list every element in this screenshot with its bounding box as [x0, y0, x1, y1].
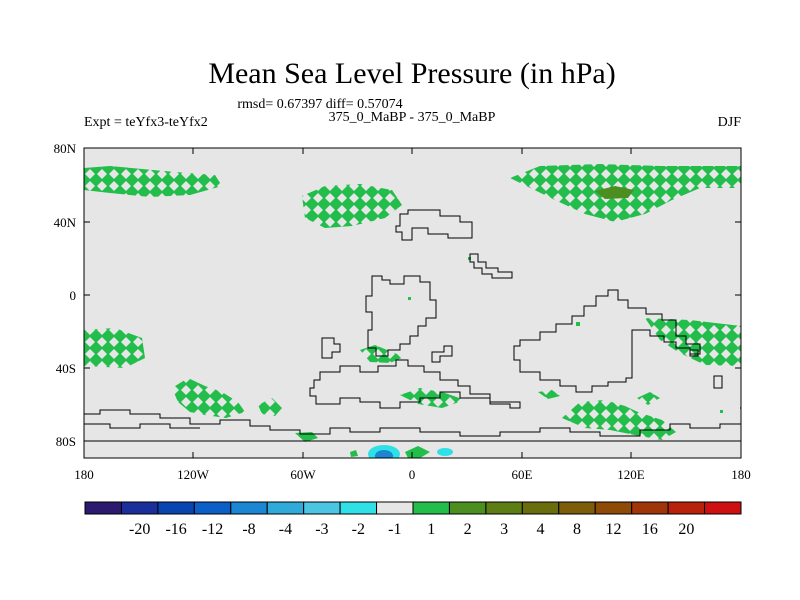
colorbar-box [157, 501, 195, 515]
colorbar-label: 16 [642, 521, 658, 538]
colorbar-box [193, 501, 232, 515]
positive-regions [84, 164, 741, 458]
colorbar-label: 3 [500, 521, 508, 538]
lon-tick-label: 0 [409, 467, 416, 482]
period-label: 375_0_MaBP - 375_0_MaBP [329, 110, 496, 125]
longitude-axis [83, 148, 742, 458]
colorbar-box [558, 501, 596, 515]
colorbar-box [521, 501, 560, 515]
lon-tick-label: 60E [512, 467, 533, 482]
colorbar-box [412, 501, 450, 515]
lon-tick-label: 60W [290, 467, 316, 482]
colorbar-label: 8 [573, 521, 581, 538]
colorbar-box [594, 501, 633, 515]
colorbar-box [266, 501, 305, 515]
stats-label: rmsd= 0.67397 diff= 0.57074 [237, 97, 402, 112]
negative-regions [368, 445, 453, 458]
colorbar-label: 4 [537, 521, 545, 538]
lat-tick-label: 80S [56, 434, 76, 449]
colorbar-box [631, 501, 669, 515]
season-label: DJF [718, 115, 742, 130]
colorbar-box [230, 501, 268, 515]
lat-tick-label: 40S [56, 361, 76, 376]
colorbar-label: -8 [242, 521, 255, 538]
map-panel [84, 148, 741, 458]
colorbar-label: -3 [315, 521, 328, 538]
colorbar-label: -12 [202, 521, 223, 538]
colorbar-box [339, 501, 378, 515]
coastlines [84, 209, 741, 442]
lat-tick-label: 40N [54, 215, 77, 230]
experiment-label: Expt = teYfx3-teYfx2 [84, 115, 208, 130]
colorbar: -20 -16 -12 -8 -4 -3 -2 -1 1 2 3 4 8 12 16 20 [84, 501, 742, 538]
lon-tick-label: 180 [731, 467, 751, 482]
colorbar-label: 12 [605, 521, 621, 538]
latitude-axis [84, 147, 741, 442]
colorbar-box [84, 501, 122, 515]
colorbar-label: -2 [352, 521, 365, 538]
lat-tick-label: 80N [54, 141, 77, 156]
lat-tick-label: 0 [70, 288, 77, 303]
colorbar-label: -4 [279, 521, 292, 538]
colorbar-box [667, 501, 706, 515]
colorbar-label: 20 [678, 521, 694, 538]
map-title: Mean Sea Level Pressure (in hPa) [208, 57, 615, 90]
lon-tick-label: 180 [74, 467, 94, 482]
colorbar-label: -1 [388, 521, 401, 538]
lon-tick-label: 120W [177, 467, 210, 482]
colorbar-box [704, 501, 742, 515]
colorbar-box [485, 501, 523, 515]
colorbar-box [120, 501, 159, 515]
colorbar-label: -20 [129, 521, 150, 538]
colorbar-box [448, 501, 487, 515]
lon-tick-label: 120E [617, 467, 645, 482]
colorbar-label: 2 [464, 521, 472, 538]
colorbar-box [303, 501, 341, 515]
colorbar-label: -16 [165, 521, 186, 538]
colorbar-label: 1 [427, 521, 435, 538]
colorbar-box [376, 501, 414, 515]
